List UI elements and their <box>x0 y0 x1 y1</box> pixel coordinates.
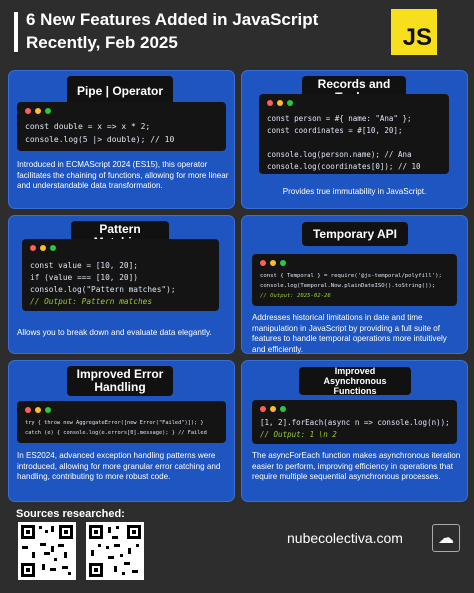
code-line: const value = [10, 20]; <box>30 261 138 270</box>
code-block: const person = #{ name: "Ana" }; const c… <box>259 94 449 174</box>
code-line: console.log(coordinates[0]); // 10 <box>267 162 421 171</box>
code-line: // Output: 2025-02-26 <box>260 293 331 299</box>
card-error-handling: Improved Error Handling try { throw new … <box>8 360 235 502</box>
js-logo-icon: JS <box>391 9 437 55</box>
card-description: In ES2024, advanced exception handling p… <box>17 451 221 481</box>
window-dots-icon <box>260 406 286 412</box>
card-title: Improved Error Handling <box>67 366 173 396</box>
code-block: const double = x => x * 2; console.log(5… <box>17 102 226 151</box>
card-title: Pipe | Operator <box>67 76 173 106</box>
card-async-functions: Improved Asynchronous Functions [1, 2].f… <box>241 360 468 502</box>
code-line: try { throw new AggregateError([new Erro… <box>25 420 204 426</box>
code-line: const coordinates = #[10, 20]; <box>267 126 403 135</box>
card-description: Provides true immutability in JavaScript… <box>282 187 427 196</box>
code-line: [1, 2].forEach(async n => console.log(n)… <box>260 418 450 427</box>
card-temporary-api: Temporary API const { Temporal } = requi… <box>241 215 468 354</box>
code-line: console.log(Temporal.Now.plainDateISO().… <box>260 283 436 289</box>
code-line: const double = x => x * 2; <box>25 122 151 131</box>
sources-label: Sources researched: <box>16 508 125 520</box>
page-title: 6 New Features Added in JavaScript Recen… <box>26 10 319 52</box>
code-line: catch (e) { console.log(e.errors[0].mess… <box>25 430 207 436</box>
code-line: if (value === [10, 20]) <box>30 273 138 282</box>
code-line: // Output: Pattern matches <box>30 297 153 306</box>
card-title: Improved Asynchronous Functions <box>299 366 411 396</box>
code-line: console.log(5 |> double); // 10 <box>25 135 175 144</box>
code-line: // Output: 1 \n 2 <box>260 430 337 439</box>
window-dots-icon <box>30 245 56 251</box>
card-records-tuples: Records and Tuples const person = #{ nam… <box>241 70 468 209</box>
title-accent-bar <box>14 12 18 52</box>
qr-code-icon[interactable] <box>18 522 76 580</box>
code-block: const value = [10, 20]; if (value === [1… <box>22 239 219 311</box>
card-pattern-matching: Pattern Matching const value = [10, 20];… <box>8 215 235 354</box>
card-description: Allows you to break down and evaluate da… <box>17 328 212 337</box>
window-dots-icon <box>267 100 293 106</box>
code-line: console.log("Pattern matches"); <box>30 285 176 294</box>
card-description: The asyncForEach function makes asynchro… <box>252 451 461 481</box>
qr-code-icon[interactable] <box>86 522 144 580</box>
header: 6 New Features Added in JavaScript Recen… <box>0 0 474 62</box>
card-pipe-operator: Pipe | Operator const double = x => x * … <box>8 70 235 209</box>
window-dots-icon <box>25 108 51 114</box>
cloud-logo-icon: ☁ <box>432 524 460 552</box>
site-link[interactable]: nubecolectiva.com <box>287 530 403 546</box>
window-dots-icon <box>260 260 286 266</box>
card-description: Introduced in ECMAScript 2024 (ES15), th… <box>17 160 229 190</box>
code-block: try { throw new AggregateError([new Erro… <box>17 401 226 443</box>
code-line: const person = #{ name: "Ana" }; <box>267 114 412 123</box>
code-line: const { Temporal } = require('@js-tempor… <box>260 273 442 279</box>
card-title: Temporary API <box>302 222 408 246</box>
code-block: const { Temporal } = require('@js-tempor… <box>252 254 457 306</box>
card-description: Addresses historical limitations in date… <box>252 313 447 354</box>
window-dots-icon <box>25 407 51 413</box>
code-line: console.log(person.name); // Ana <box>267 150 412 159</box>
code-block: [1, 2].forEach(async n => console.log(n)… <box>252 400 457 444</box>
